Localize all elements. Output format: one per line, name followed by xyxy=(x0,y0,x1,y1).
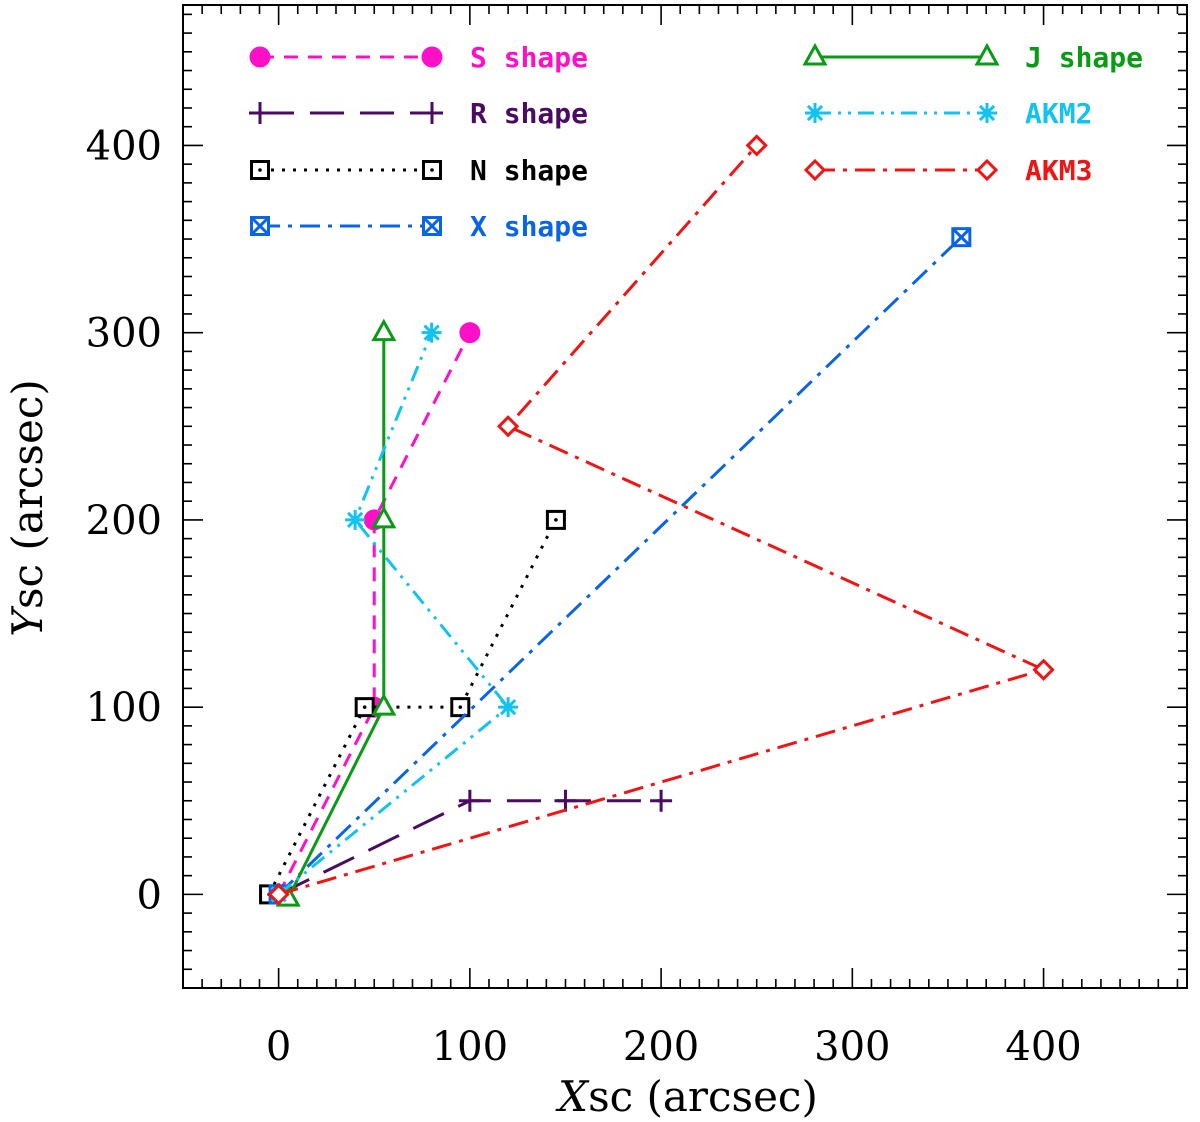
legend-label-n-shape: N shape xyxy=(470,154,588,187)
legend-marker-j-shape xyxy=(974,42,1000,66)
legend-marker-j-shape xyxy=(802,42,828,66)
data-point-n-shape-2 xyxy=(450,697,471,718)
x-axis-title: Xsc (arcsec) xyxy=(555,1072,818,1121)
x-tick-label: 0 xyxy=(266,1024,291,1070)
y-tick-label: 300 xyxy=(86,311,162,357)
data-point-s-shape-3 xyxy=(459,322,481,344)
legend-marker-n-shape xyxy=(422,160,442,180)
x-tick-label: 300 xyxy=(814,1024,890,1070)
y-tick-label: 0 xyxy=(137,872,162,918)
data-point-j-shape-3 xyxy=(371,318,397,342)
data-point-j-shape-1 xyxy=(371,693,397,716)
data-point-akm2-2 xyxy=(345,509,366,530)
legend-marker-r-shape xyxy=(249,102,271,124)
legend-label-s-shape: S shape xyxy=(470,41,588,74)
data-point-x-shape-1 xyxy=(951,227,972,248)
legend-marker-s-shape xyxy=(249,46,271,68)
series-line-x-shape xyxy=(277,236,963,896)
series-j-shape xyxy=(275,318,397,907)
axes-layer: 0 100 200 300 400 0 100 200 300 400 xyxy=(86,4,1188,1070)
series-line-akm2 xyxy=(277,332,510,896)
data-point-n-shape-3 xyxy=(545,509,566,530)
legend-label-r-shape: R shape xyxy=(470,97,588,130)
x-tick-label: 200 xyxy=(623,1024,699,1070)
series-s-shape xyxy=(268,322,481,905)
y-tick-label: 200 xyxy=(86,498,162,544)
data-point-n-shape-1 xyxy=(354,697,375,718)
series-line-j-shape xyxy=(286,332,386,899)
y-axis-title: Ysc (arcsec) xyxy=(3,379,52,637)
y-tick-label: 400 xyxy=(86,123,162,169)
legend-label-j-shape: J shape xyxy=(1025,41,1143,74)
legend-marker-akm2 xyxy=(805,103,825,123)
legend-entry-r-shape: R shape xyxy=(249,97,588,130)
legend: S shape R shape N shape X shape J shape AKM2 A… xyxy=(249,41,1143,243)
legend-entry-x-shape: X shape xyxy=(250,210,588,243)
y-axis-title-text: sc (arcsec) xyxy=(3,379,52,609)
x-tick-label: 400 xyxy=(1005,1024,1081,1070)
data-layer xyxy=(259,134,1055,907)
legend-entry-n-shape: N shape xyxy=(250,154,588,187)
y-tick-label: 100 xyxy=(86,685,162,731)
y-axis-title-variable: Y xyxy=(3,605,52,637)
data-point-akm2-1 xyxy=(498,697,519,718)
legend-entry-s-shape: S shape xyxy=(249,41,588,74)
data-point-akm3-0 xyxy=(267,883,290,906)
plot-frame xyxy=(182,4,1188,989)
data-point-akm2-3 xyxy=(421,322,442,343)
legend-marker-r-shape xyxy=(421,102,443,124)
series-akm2 xyxy=(268,322,519,905)
x-tick-label: 100 xyxy=(432,1024,508,1070)
series-line-akm3 xyxy=(278,144,1046,896)
legend-entry-j-shape: J shape xyxy=(802,41,1143,74)
data-point-r-shape-3 xyxy=(650,789,673,812)
legend-marker-akm3 xyxy=(803,158,827,182)
data-point-akm3-2 xyxy=(496,415,520,438)
x-axis-title-text: sc (arcsec) xyxy=(588,1072,818,1121)
series-line-s-shape xyxy=(277,331,472,896)
legend-label-x-shape: X shape xyxy=(470,210,588,243)
legend-marker-s-shape xyxy=(421,46,443,68)
series-akm3 xyxy=(267,134,1055,906)
series-line-r-shape xyxy=(277,799,662,896)
legend-entry-akm3: AKM3 xyxy=(803,154,1092,187)
series-r-shape xyxy=(267,789,673,906)
data-point-akm3-3 xyxy=(745,134,768,157)
legend-label-akm2: AKM2 xyxy=(1025,97,1092,130)
data-point-akm3-1 xyxy=(1032,658,1055,681)
legend-marker-akm3 xyxy=(975,158,999,182)
legend-marker-x-shape xyxy=(250,216,270,236)
legend-marker-akm2 xyxy=(977,103,997,123)
x-axis-title-variable: X xyxy=(555,1072,590,1121)
data-point-j-shape-2 xyxy=(371,505,397,529)
legend-entry-akm2: AKM2 xyxy=(805,97,1092,130)
tick-marks xyxy=(182,5,1187,989)
legend-marker-n-shape xyxy=(250,160,270,180)
series-n-shape xyxy=(259,509,566,905)
data-point-r-shape-1 xyxy=(458,789,481,812)
legend-marker-x-shape xyxy=(422,216,442,236)
legend-label-akm3: AKM3 xyxy=(1025,154,1092,187)
data-point-r-shape-2 xyxy=(554,789,577,812)
